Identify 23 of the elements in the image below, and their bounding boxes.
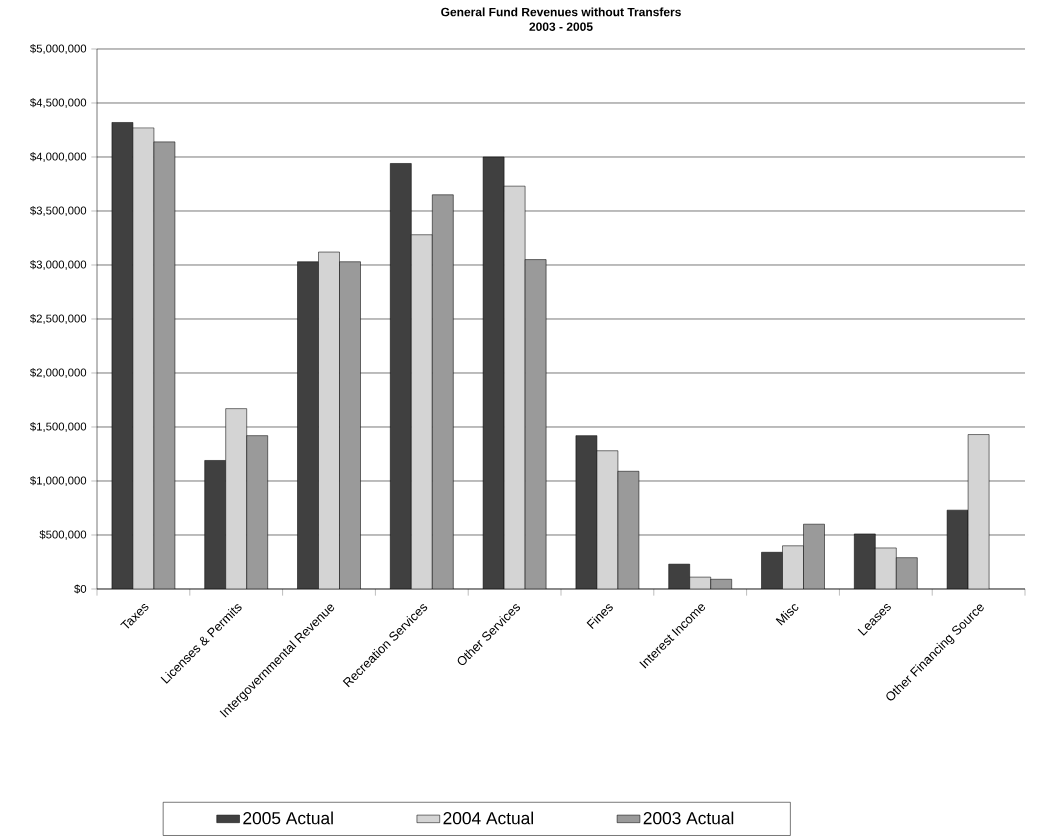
chart-subtitle: 2003 - 2005 <box>529 22 593 31</box>
y-tick-label: $0 <box>74 584 87 594</box>
y-tick-label: $1,000,000 <box>30 476 87 486</box>
y-tick-label: $3,500,000 <box>30 206 87 216</box>
y-tick-label: $5,000,000 <box>30 44 87 54</box>
bar <box>153 141 176 589</box>
y-tick-label: $2,000,000 <box>30 368 87 378</box>
bar <box>896 557 918 589</box>
y-tick-label: $500,000 <box>39 530 87 540</box>
legend-label: 2005 Actual <box>243 811 333 825</box>
y-tick-label: $2,500,000 <box>30 314 87 324</box>
y-tick-label: $3,000,000 <box>30 260 87 270</box>
bar <box>524 259 547 589</box>
chart-title: General Fund Revenues without Transfers <box>441 7 681 17</box>
y-tick-label: $4,500,000 <box>30 98 87 108</box>
legend-label: 2003 Actual <box>643 811 734 825</box>
bar <box>339 261 361 589</box>
bar <box>246 435 268 589</box>
bar <box>432 194 454 589</box>
y-tick-label: $1,500,000 <box>30 422 87 432</box>
bar <box>803 523 825 589</box>
legend-label: 2004 Actual <box>443 811 533 825</box>
y-tick-label: $4,000,000 <box>30 152 87 162</box>
